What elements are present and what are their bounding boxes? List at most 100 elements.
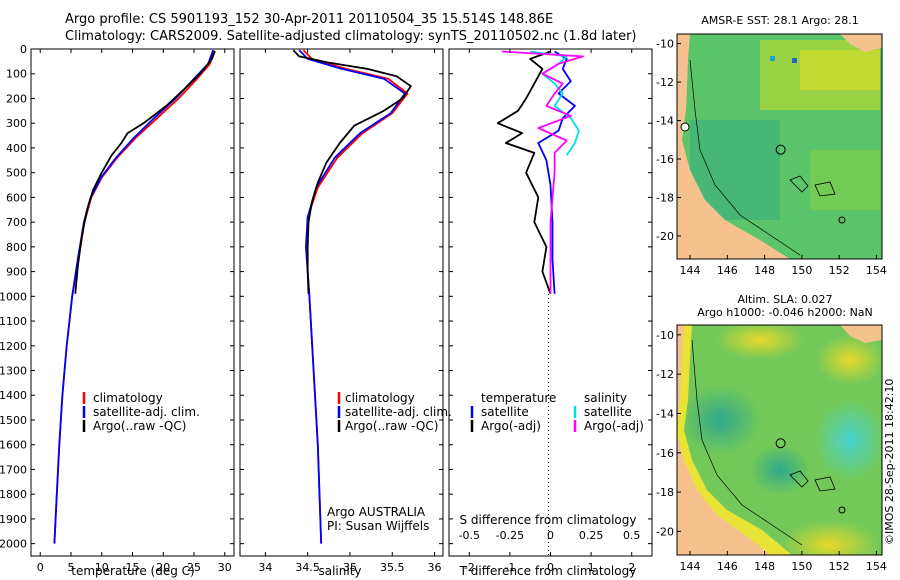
x-tick-label: 30	[218, 561, 232, 574]
sst-depth-contour	[689, 59, 801, 256]
depth-tick-label: 400	[6, 142, 27, 155]
x-tick-label: -1	[504, 561, 515, 574]
legend-temperature-heading: temperature	[481, 391, 556, 405]
map-x-tick-label: 144	[680, 560, 701, 573]
sst-warm-patch	[800, 50, 880, 90]
sla-low-anomaly	[750, 445, 810, 495]
depth-tick-label: 1100	[0, 315, 27, 328]
sst-secondary-marker	[838, 216, 846, 224]
sla-map	[677, 325, 882, 555]
map-x-tick-label: 150	[791, 560, 812, 573]
map-x-tick-label: 152	[829, 264, 850, 277]
map-y-tick-label: -16	[656, 153, 674, 166]
legend-argo: Argo(..raw -QC)	[93, 419, 186, 433]
legend-climatology: climatology	[345, 391, 415, 405]
legend-temp-argo: Argo(-adj)	[481, 419, 541, 433]
x-tick-label: 35.5	[380, 561, 405, 574]
salinity-series-group	[292, 49, 412, 544]
depth-tick-label: 0	[20, 43, 27, 56]
x-tick-label: 0	[37, 561, 44, 574]
x-top-tick-label: -0.5	[459, 529, 480, 542]
series-line-satellite-adj-clim-	[298, 49, 406, 544]
panel-x-ticks: 0 5 10 15 20 25 30 34 34.5 35 35.5 36 -2 -1 0 1 2 -0.5 -0.…	[37, 49, 641, 574]
series-line-climatology	[53, 49, 215, 544]
series-line-temperature-satellite	[537, 50, 576, 294]
map-y-tick-label: -18	[656, 191, 674, 204]
sst-land-png	[840, 34, 882, 52]
map-y-tick-label: -12	[656, 76, 674, 89]
sst-map-title: AMSR-E SST: 28.1 Argo: 28.1	[701, 14, 859, 27]
series-line-temperature-argo-adj-	[496, 50, 552, 295]
x-tick-label: 10	[95, 561, 109, 574]
x-tick-label: 1	[588, 561, 595, 574]
sst-map-frame	[676, 33, 883, 260]
x-tick-label: 2	[628, 561, 635, 574]
plot-title-line2: Climatology: CARS2009. Satellite-adjuste…	[65, 29, 637, 44]
sla-high-anomaly	[780, 520, 880, 555]
temperature-panel-frame	[30, 48, 235, 557]
x-top-tick-label: 0	[547, 529, 554, 542]
x-top-tick-label: 0.5	[623, 529, 641, 542]
sst-coast-marker	[680, 122, 690, 132]
difference-legend: temperature salinity satellite Argo(-adj…	[470, 391, 644, 433]
depth-tick-label: 1000	[0, 290, 27, 303]
depth-tick-label: 1500	[0, 414, 27, 427]
x-tick-label: -2	[464, 561, 475, 574]
depth-tick-label: 1400	[0, 389, 27, 402]
map-y-tick-label: -16	[656, 447, 674, 460]
legend-salinity-heading: salinity	[584, 391, 627, 405]
salinity-panel-frame	[239, 48, 444, 557]
legend-sal-argo: Argo(-adj)	[584, 419, 644, 433]
x-tick-label: 0	[547, 561, 554, 574]
x-tick-label: 5	[67, 561, 74, 574]
depth-tick-label: 700	[6, 216, 27, 229]
sla-map-title-2: Argo h1000: -0.046 h2000: NaN	[697, 306, 873, 319]
legend-satellite: satellite-adj. clim.	[345, 405, 452, 419]
sla-high-anomaly	[715, 325, 805, 360]
difference-series-group	[496, 50, 584, 295]
series-line-argo-raw-qc-	[74, 50, 216, 294]
sla-land-australia	[677, 325, 770, 555]
depth-tick-label: 1800	[0, 488, 27, 501]
temperature-series-group	[53, 49, 216, 544]
depth-tick-label: 1200	[0, 340, 27, 353]
sla-depth-contour	[691, 339, 803, 546]
sst-pixel	[770, 56, 775, 61]
depth-tick-label: 300	[6, 117, 27, 130]
pi-label: PI: Susan Wijffels	[327, 519, 429, 533]
temperature-xlabel: temperature (deg C)	[71, 564, 194, 578]
difference-xlabel-top: S difference from climatology	[460, 513, 637, 527]
map-x-tick-label: 154	[866, 560, 887, 573]
sla-map-frame	[676, 324, 883, 556]
map-x-tick-label: 152	[829, 560, 850, 573]
depth-tick-label: 1300	[0, 365, 27, 378]
x-tick-label: 25	[187, 561, 201, 574]
float-origin-label: Argo AUSTRALIA	[327, 505, 426, 519]
salinity-xlabel: salinity	[318, 564, 361, 578]
map-x-tick-label: 144	[680, 264, 701, 277]
depth-tick-label: 500	[6, 167, 27, 180]
map-y-tick-label: -14	[656, 115, 674, 128]
difference-panel-frame	[448, 48, 653, 557]
depth-axis: 0 100 200 300 400 500 600 700 800 900 1000 1100 1200…	[0, 43, 652, 551]
series-line-salinity-satellite	[530, 50, 580, 156]
map-y-tick-label: -12	[656, 368, 674, 381]
map-x-tick-label: 148	[754, 560, 775, 573]
depth-tick-label: 100	[6, 68, 27, 81]
sst-map	[677, 34, 882, 259]
depth-tick-label: 1600	[0, 439, 27, 452]
sla-shelf	[677, 325, 792, 555]
series-line-satellite-adj-clim-	[53, 49, 214, 544]
map-y-tick-label: -20	[656, 230, 674, 243]
series-line-argo-raw-qc-	[292, 49, 412, 294]
sla-low-anomaly	[680, 385, 760, 455]
map-y-tick-label: -14	[656, 407, 674, 420]
legend-climatology: climatology	[93, 391, 163, 405]
sla-map-title-1: Altim. SLA: 0.027	[737, 293, 832, 306]
salinity-legend: climatology satellite-adj. clim. Argo(..…	[327, 391, 452, 533]
x-tick-label: 36	[428, 561, 442, 574]
sla-high-anomaly	[815, 335, 882, 385]
sst-pixel	[792, 58, 797, 63]
map-y-tick-label: -20	[656, 525, 674, 538]
